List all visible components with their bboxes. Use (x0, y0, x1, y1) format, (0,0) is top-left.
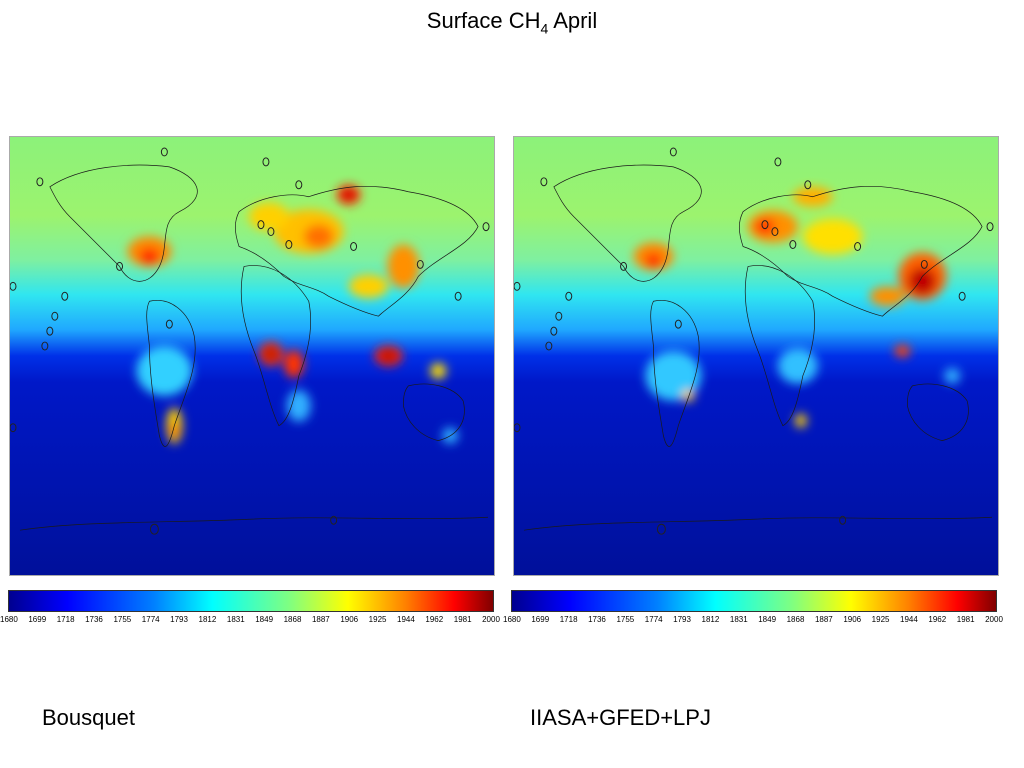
colorbar-left (8, 590, 494, 612)
tick-label: 1793 (170, 615, 188, 624)
colorbar-ticks-left: 1680 1699 1718 1736 1755 1774 1793 1812 … (0, 615, 500, 627)
tick-label: 1887 (311, 615, 330, 624)
tick-label: 1962 (425, 615, 444, 624)
tick-label: 1812 (701, 615, 720, 624)
tick-label: 1944 (397, 615, 415, 624)
tick-label: 1793 (673, 615, 691, 624)
coastlines (523, 164, 993, 531)
colorbar-ticks-right: 1680 1699 1718 1736 1755 1774 1793 1812 … (503, 615, 1003, 627)
map-panel-bousquet (9, 136, 495, 576)
tick-label: 1774 (644, 615, 663, 624)
methane-map-iiasa (514, 137, 998, 575)
station-markers (514, 147, 994, 535)
emission-hotspots (127, 184, 459, 444)
tick-label: 1906 (843, 615, 862, 624)
tick-label: 1831 (226, 615, 245, 624)
tick-label: 1849 (255, 615, 274, 624)
tick-label: 1718 (559, 615, 578, 624)
tick-label: 1774 (141, 615, 160, 624)
tick-label: 1755 (113, 615, 132, 624)
tick-label: 1868 (283, 615, 302, 624)
tick-label: 1925 (871, 615, 890, 624)
tick-label: 1699 (531, 615, 550, 624)
tick-label: 1887 (814, 615, 833, 624)
tick-label: 1981 (956, 615, 975, 624)
title-text: Surface CH (426, 8, 541, 33)
title-suffix: April (548, 8, 598, 33)
tick-label: 1680 (0, 615, 18, 624)
tick-label: 1962 (928, 615, 947, 624)
tick-label: 1680 (503, 615, 521, 624)
figure-title: Surface CH4 April (0, 8, 1024, 36)
tick-label: 1718 (56, 615, 75, 624)
tick-label: 1906 (340, 615, 359, 624)
tick-label: 1849 (758, 615, 777, 624)
tick-label: 1699 (28, 615, 47, 624)
tick-label: 1981 (453, 615, 472, 624)
tick-label: 1925 (368, 615, 387, 624)
tick-label: 1812 (198, 615, 217, 624)
methane-map-bousquet (10, 137, 494, 575)
tick-label: 1736 (85, 615, 103, 624)
panel-label-iiasa: IIASA+GFED+LPJ (530, 705, 711, 730)
map-panel-iiasa (513, 136, 999, 576)
tick-label: 1944 (900, 615, 918, 624)
title-subscript: 4 (540, 20, 549, 37)
tick-label: 1868 (786, 615, 805, 624)
tick-label: 1736 (588, 615, 606, 624)
station-markers (10, 147, 490, 535)
tick-label: 2000 (985, 615, 1003, 624)
colorbar-right (511, 590, 997, 612)
tick-label: 1831 (729, 615, 748, 624)
panel-label-bousquet: Bousquet (42, 705, 135, 730)
coastlines (19, 164, 489, 531)
tick-label: 1755 (616, 615, 635, 624)
tick-label: 2000 (482, 615, 500, 624)
